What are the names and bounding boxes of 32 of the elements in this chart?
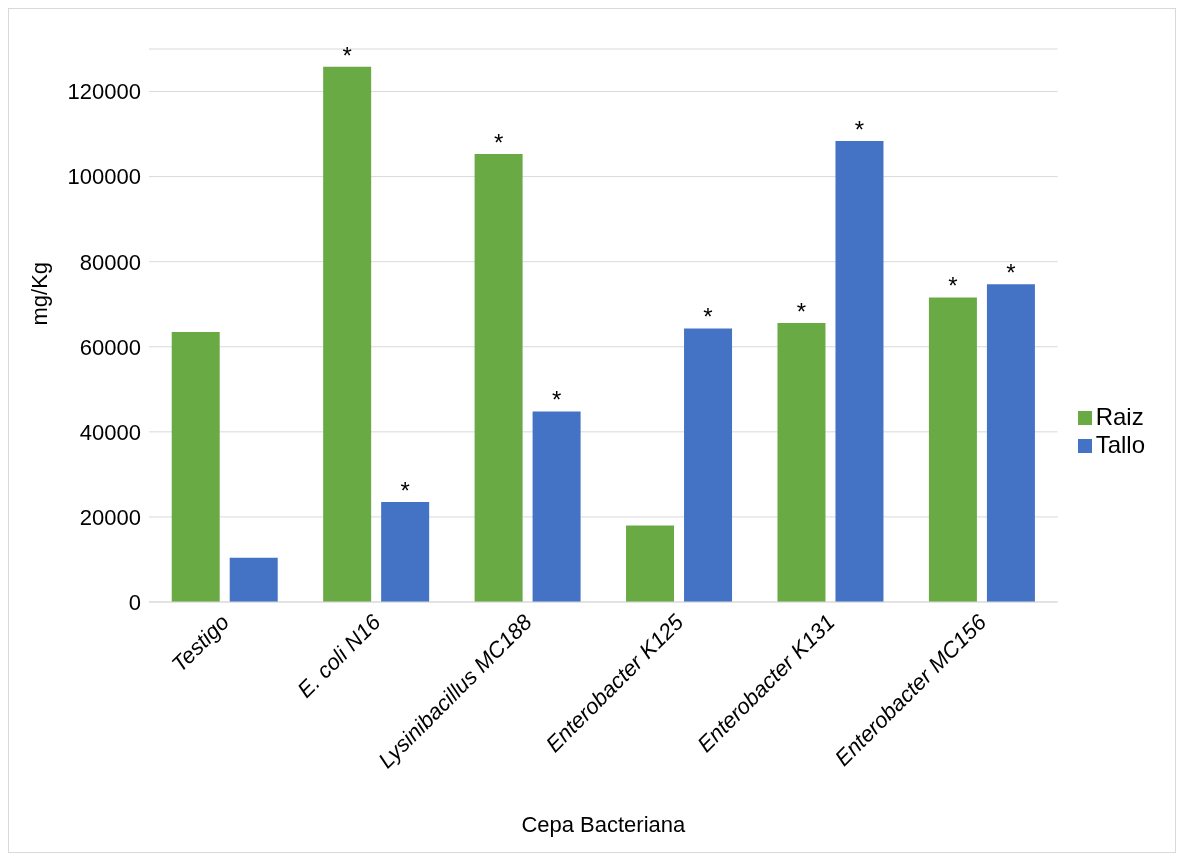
bar xyxy=(171,331,220,602)
y-tick-label: 40000 xyxy=(79,419,141,445)
bar xyxy=(474,154,523,602)
bar xyxy=(381,502,430,602)
bar xyxy=(777,322,826,602)
y-tick-label: 120000 xyxy=(67,79,141,105)
bar xyxy=(986,284,1035,602)
bar xyxy=(684,328,733,602)
bar xyxy=(835,140,884,602)
legend-label: Raiz xyxy=(1095,402,1144,430)
y-tick-label: 20000 xyxy=(79,504,141,530)
y-tick-label: 0 xyxy=(128,589,141,615)
data-label: * xyxy=(400,477,410,505)
bar xyxy=(532,411,581,602)
data-label: * xyxy=(342,41,352,69)
bar xyxy=(928,297,977,602)
data-label: * xyxy=(1006,259,1016,287)
y-axis-title: mg/Kg xyxy=(26,261,52,326)
data-label: * xyxy=(796,297,807,325)
bar xyxy=(323,66,372,602)
data-label: * xyxy=(551,386,562,414)
x-axis-title: Cepa Bacteriana xyxy=(521,812,687,837)
data-label: * xyxy=(703,303,713,331)
data-label: * xyxy=(493,129,504,157)
data-label: * xyxy=(948,272,958,300)
y-tick-label: 100000 xyxy=(67,164,141,190)
bar xyxy=(626,525,675,602)
data-label: * xyxy=(854,115,865,143)
y-tick-label: 60000 xyxy=(79,334,141,360)
y-tick-label: 80000 xyxy=(79,249,141,275)
bar xyxy=(229,557,278,602)
legend-label: Tallo xyxy=(1095,430,1145,458)
